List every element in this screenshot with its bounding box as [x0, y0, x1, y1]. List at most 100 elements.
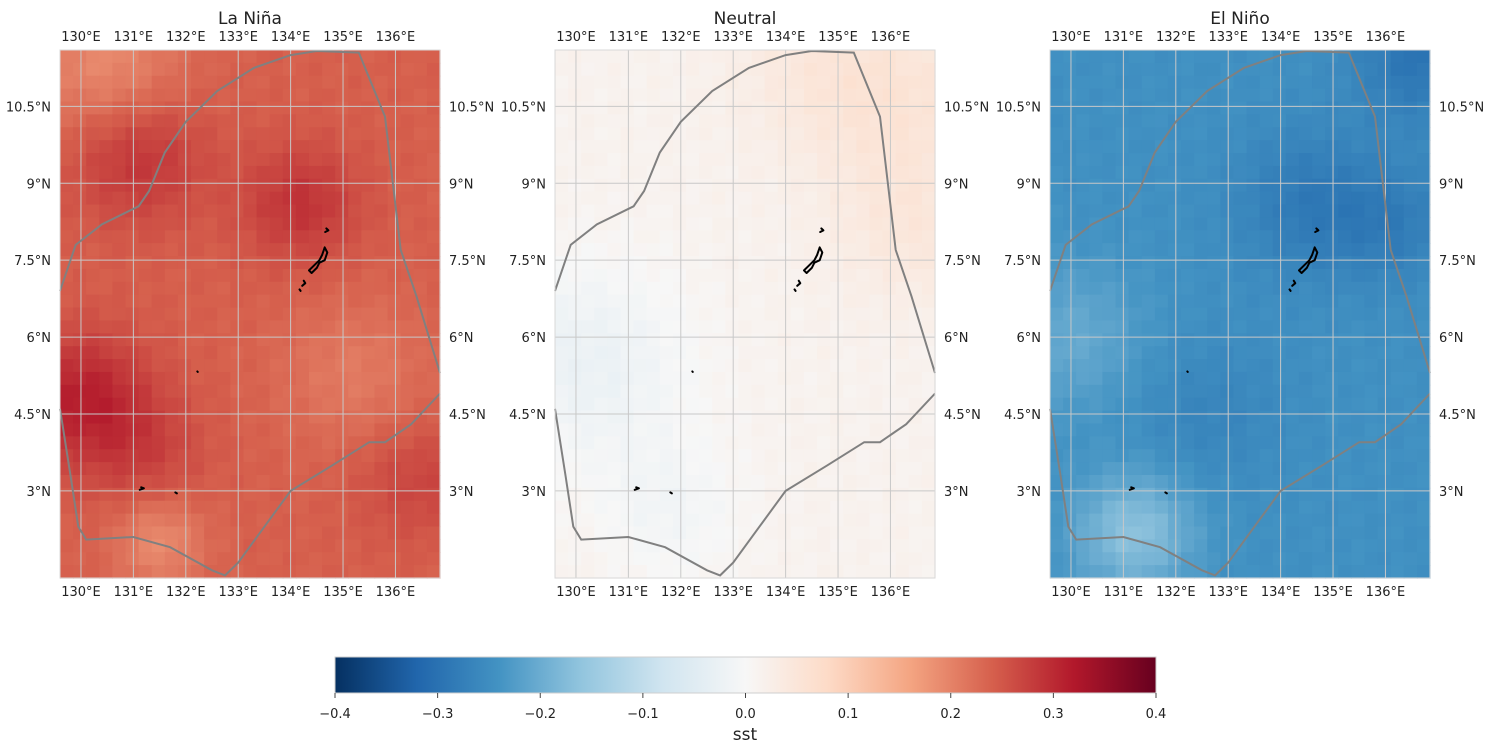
heatmap-cell: [1338, 384, 1352, 399]
heatmap-cell: [908, 423, 923, 437]
heatmap-cell: [1115, 217, 1130, 231]
heatmap-cell: [764, 307, 779, 322]
heatmap-cell: [1063, 165, 1077, 180]
heatmap-cell: [1050, 397, 1064, 412]
heatmap-cell: [646, 268, 661, 283]
heatmap-cell: [1154, 487, 1169, 502]
heatmap-cell: [1194, 75, 1208, 90]
heatmap-cell: [790, 333, 805, 347]
heatmap-cell: [282, 101, 297, 115]
heatmap-cell: [282, 359, 297, 373]
heatmap-cell: [699, 153, 713, 167]
heatmap-cell: [790, 243, 805, 257]
heatmap-cell: [843, 165, 857, 180]
heatmap-cell: [335, 320, 349, 334]
heatmap-cell: [1325, 423, 1339, 437]
heatmap-cell: [73, 256, 87, 270]
heatmap-cell: [659, 217, 674, 231]
island-coastline: [803, 246, 824, 274]
heatmap-cell: [1154, 423, 1169, 437]
heatmap-cell: [1089, 140, 1104, 154]
heatmap-cell: [1312, 230, 1326, 244]
heatmap-cell: [869, 191, 884, 206]
heatmap-cell: [361, 423, 376, 437]
heatmap-cell: [659, 153, 674, 167]
heatmap-cell: [1416, 307, 1431, 322]
heatmap-cell: [112, 191, 127, 206]
heatmap-cell: [191, 294, 205, 309]
heatmap-cell: [555, 230, 569, 244]
lat-tick-label-left: 4.5°N: [509, 408, 546, 423]
heatmap-cell: [60, 62, 74, 77]
heatmap-cell: [1076, 153, 1090, 167]
heatmap-cell: [790, 75, 805, 90]
heatmap-cell: [1416, 127, 1431, 141]
heatmap-cell: [426, 50, 441, 64]
heatmap-cell: [1351, 410, 1366, 425]
heatmap-cell: [686, 307, 700, 322]
heatmap-cell: [856, 539, 871, 553]
heatmap-cell: [322, 552, 336, 566]
heatmap-cell: [426, 101, 441, 115]
heatmap-cell: [230, 75, 245, 90]
heatmap-cell: [125, 320, 140, 334]
heatmap-cell: [1338, 320, 1352, 334]
heatmap-cell: [1312, 75, 1326, 90]
heatmap-cell: [555, 552, 569, 566]
heatmap-cell: [1233, 384, 1248, 399]
heatmap-cell: [1325, 410, 1339, 425]
heatmap-cell: [764, 101, 779, 115]
heatmap-cell: [1298, 513, 1313, 528]
heatmap-cell: [204, 230, 218, 244]
heatmap-cell: [1285, 500, 1300, 515]
heatmap-cell: [555, 487, 569, 502]
heatmap-cell: [777, 474, 792, 489]
heatmap-cell: [1207, 552, 1221, 566]
heatmap-cell: [1312, 127, 1326, 141]
heatmap-cell: [712, 539, 726, 553]
heatmap-cell: [686, 384, 700, 399]
heatmap-cell: [374, 449, 389, 463]
heatmap-cell: [817, 539, 831, 553]
heatmap-cell: [882, 320, 897, 334]
heatmap-cell: [125, 410, 140, 425]
heatmap-cell: [1063, 513, 1077, 528]
heatmap-cell: [1364, 281, 1379, 296]
heatmap-cell: [138, 320, 153, 334]
heatmap-cell: [1285, 384, 1300, 399]
heatmap-cell: [112, 359, 127, 373]
heatmap-cell: [1063, 436, 1077, 450]
heatmap-cell: [817, 346, 831, 360]
heatmap-cell: [1325, 217, 1339, 231]
heatmap-cell: [1207, 268, 1221, 283]
heatmap-cell: [620, 320, 635, 334]
heatmap-cell: [725, 127, 740, 141]
heatmap-cell: [99, 513, 114, 528]
heatmap-cell: [843, 114, 857, 128]
heatmap-cell: [374, 346, 389, 360]
heatmap-cell: [1416, 281, 1431, 296]
heatmap-cell: [1154, 281, 1169, 296]
lat-tick-label-right: 10.5°N: [944, 100, 989, 115]
heatmap-cell: [1325, 153, 1339, 167]
heatmap-cell: [426, 436, 441, 450]
heatmap-cell: [882, 565, 897, 579]
heatmap-cell: [1076, 217, 1090, 231]
heatmap-cell: [204, 217, 218, 231]
heatmap-cell: [1325, 294, 1339, 309]
heatmap-cell: [699, 178, 713, 193]
heatmap-cell: [620, 50, 635, 64]
heatmap-cell: [112, 371, 127, 386]
heatmap-cell: [308, 474, 323, 489]
heatmap-cell: [1167, 153, 1182, 167]
heatmap-cell: [908, 474, 923, 489]
heatmap-cell: [1246, 397, 1261, 412]
heatmap-cell: [1220, 127, 1235, 141]
heatmap-cell: [217, 539, 231, 553]
heatmap-cell: [738, 114, 753, 128]
heatmap-cell: [1089, 539, 1104, 553]
heatmap-cell: [413, 243, 428, 257]
heatmap-cell: [1063, 256, 1077, 270]
heatmap-cell: [738, 153, 753, 167]
heatmap-cell: [1377, 88, 1392, 103]
